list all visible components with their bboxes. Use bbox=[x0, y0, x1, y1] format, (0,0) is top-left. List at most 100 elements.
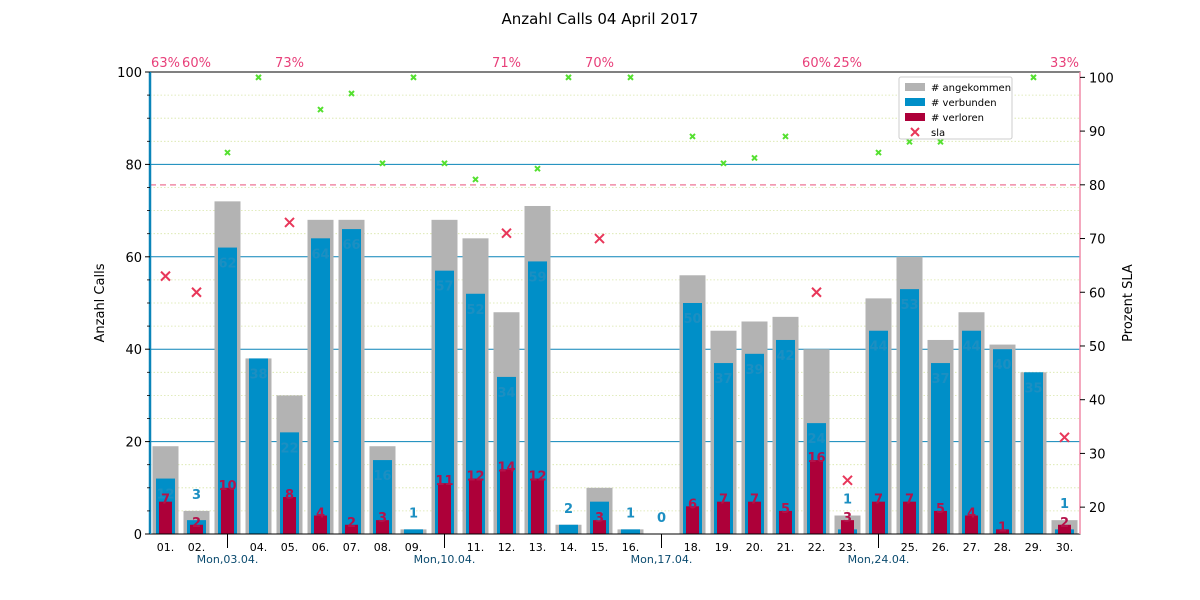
label-verbunden: 0 bbox=[657, 511, 666, 526]
bar-verloren bbox=[965, 515, 978, 534]
label-verbunden: 12 bbox=[156, 488, 174, 503]
bar-verloren bbox=[593, 520, 606, 534]
sla-marker-low bbox=[594, 233, 605, 244]
y2-tick-label: 50 bbox=[1089, 340, 1106, 355]
bar-verbunden bbox=[962, 330, 981, 534]
sla-marker-low bbox=[501, 227, 512, 239]
bar-verbunden bbox=[993, 349, 1012, 534]
label-verloren: 10 bbox=[218, 479, 236, 494]
label-verloren: 3 bbox=[595, 511, 604, 526]
sla-marker-ok bbox=[224, 149, 231, 156]
sla-percent-label: 63% bbox=[151, 56, 180, 71]
bar-verloren bbox=[810, 460, 823, 534]
label-verbunden: 44 bbox=[962, 340, 980, 355]
x-tick-label: 07. bbox=[343, 541, 361, 554]
label-verbunden: 1 bbox=[1060, 497, 1069, 512]
bar-verbunden bbox=[931, 363, 950, 534]
legend-label: sla bbox=[931, 128, 945, 139]
label-verloren: 7 bbox=[719, 493, 728, 508]
bar-verbunden bbox=[528, 261, 547, 534]
bar-verloren bbox=[934, 510, 947, 534]
x-tick-label: 22. bbox=[808, 541, 826, 554]
bar-verbunden bbox=[404, 529, 423, 534]
x-tick-label: 16. bbox=[622, 541, 640, 554]
y-tick-label: 20 bbox=[125, 436, 142, 451]
bar-verbunden bbox=[373, 460, 392, 534]
label-verbunden: 37 bbox=[714, 372, 732, 387]
bar-verbunden bbox=[311, 238, 330, 534]
sla-marker-ok bbox=[906, 138, 913, 146]
label-verloren: 7 bbox=[874, 493, 883, 508]
sla-marker-low bbox=[1059, 432, 1070, 443]
x-tick-label: 01. bbox=[157, 541, 175, 554]
label-verloren: 5 bbox=[781, 502, 790, 517]
y-tick-label: 80 bbox=[125, 158, 142, 173]
x-tick-label: 28. bbox=[994, 541, 1012, 554]
label-verbunden: 3 bbox=[192, 488, 201, 503]
sla-marker-ok bbox=[317, 106, 324, 113]
label-verbunden: 42 bbox=[776, 349, 794, 364]
x-tick-label: 08. bbox=[374, 541, 392, 554]
sla-marker-low bbox=[811, 287, 822, 298]
sla-marker-ok bbox=[1030, 74, 1037, 81]
legend-swatch bbox=[905, 98, 925, 106]
x-tick-label: 13. bbox=[529, 541, 547, 554]
sla-marker-ok bbox=[348, 90, 355, 97]
label-verbunden: 1 bbox=[843, 493, 852, 508]
legend-swatch bbox=[905, 83, 925, 91]
sla-marker-ok bbox=[937, 138, 944, 146]
sla-marker-low bbox=[160, 270, 171, 282]
bar-verbunden bbox=[621, 529, 640, 534]
label-verbunden: 53 bbox=[900, 298, 918, 313]
x-week-label: Mon,17.04. bbox=[631, 553, 693, 566]
bar-verloren bbox=[159, 501, 172, 534]
x-tick-label: 15. bbox=[591, 541, 609, 554]
label-verloren: 11 bbox=[435, 474, 453, 489]
x-tick-label: 23. bbox=[839, 541, 857, 554]
x-tick-label: 02. bbox=[188, 541, 206, 554]
sla-marker-ok bbox=[379, 160, 386, 167]
sla-marker-ok bbox=[751, 154, 758, 162]
x-tick-label: 14. bbox=[560, 541, 578, 554]
bar-verbunden bbox=[342, 229, 361, 534]
x-tick-label: 04. bbox=[250, 541, 268, 554]
bar-verloren bbox=[376, 520, 389, 534]
bar-verloren bbox=[1058, 524, 1071, 534]
grid bbox=[150, 94, 1080, 512]
bar-verbunden bbox=[900, 289, 919, 534]
label-verbunden: 1 bbox=[409, 506, 418, 521]
bar-verloren bbox=[779, 510, 792, 534]
bars bbox=[152, 201, 1078, 535]
label-verloren: 7 bbox=[750, 493, 759, 508]
sla-marker-ok bbox=[472, 176, 479, 183]
bar-verbunden bbox=[714, 363, 733, 534]
label-verloren: 4 bbox=[967, 507, 976, 522]
x-week-label: Mon,10.04. bbox=[414, 553, 476, 566]
x-tick-label: 27. bbox=[963, 541, 981, 554]
label-verbunden: 44 bbox=[869, 340, 887, 355]
sla-percent-label: 73% bbox=[275, 56, 304, 71]
sla-percent-label: 25% bbox=[833, 56, 862, 71]
label-verbunden: 7 bbox=[595, 511, 604, 526]
label-verloren: 2 bbox=[1060, 516, 1069, 531]
sla-percent-label: 33% bbox=[1050, 56, 1079, 71]
label-verloren: 3 bbox=[378, 511, 387, 526]
label-verloren: 14 bbox=[497, 460, 515, 475]
y2-tick-label: 80 bbox=[1089, 179, 1106, 194]
label-verloren: 8 bbox=[285, 488, 294, 503]
label-verbunden: 22 bbox=[280, 441, 298, 456]
y-tick-label: 100 bbox=[117, 66, 142, 81]
label-verloren: 16 bbox=[807, 451, 825, 466]
bar-verbunden bbox=[869, 330, 888, 534]
bar-verbunden bbox=[776, 339, 795, 534]
y2-tick-label: 100 bbox=[1089, 71, 1114, 86]
x-tick-label: 30. bbox=[1056, 541, 1074, 554]
label-verloren: 12 bbox=[466, 470, 484, 485]
sla-marker-low bbox=[284, 217, 295, 228]
label-verloren: 5 bbox=[936, 502, 945, 517]
label-verbunden: 66 bbox=[342, 238, 360, 253]
y-tick-label: 0 bbox=[134, 528, 142, 543]
sla-marker-low bbox=[842, 475, 853, 486]
legend-label: # verloren bbox=[931, 113, 984, 124]
